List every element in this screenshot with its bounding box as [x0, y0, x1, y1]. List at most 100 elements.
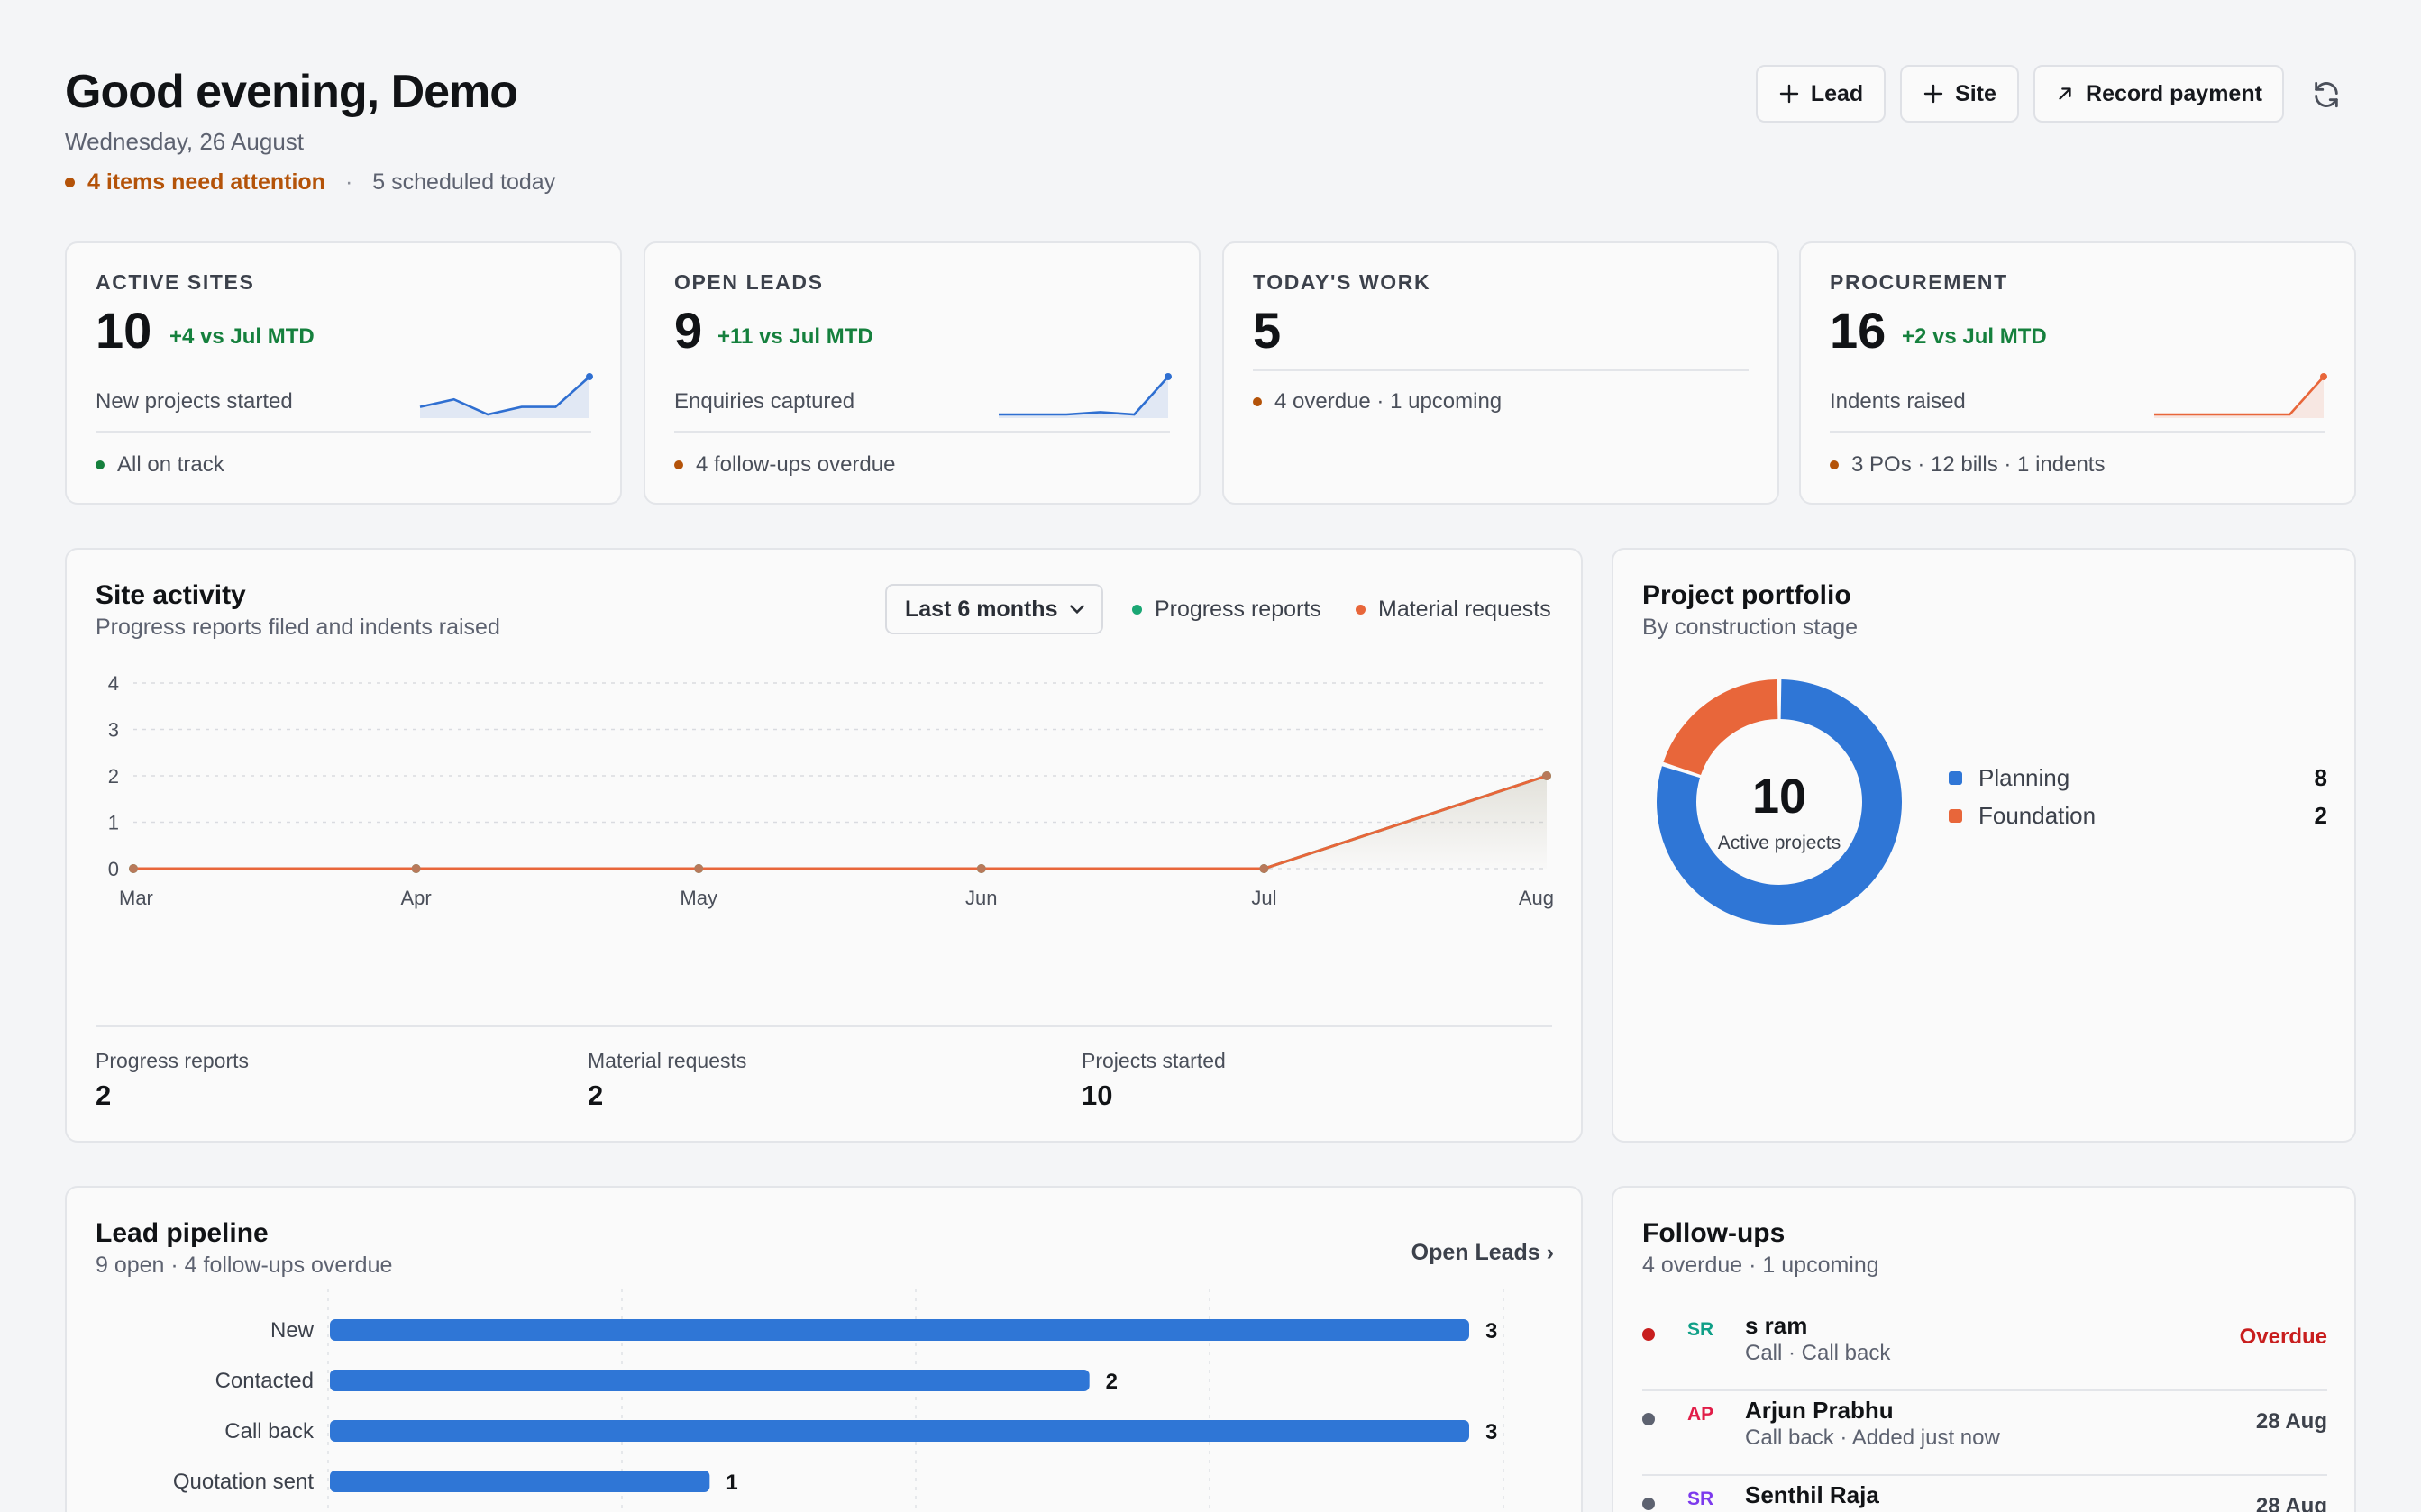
divider	[1830, 431, 2325, 433]
contact-name: s ram	[1745, 1312, 1808, 1339]
kpi-sparkline	[2154, 373, 2327, 418]
legend-dot	[1356, 605, 1366, 615]
kpi-card-open-leads[interactable]: OPEN LEADS 9 +11 vs Jul MTD Enquiries ca…	[644, 241, 1201, 505]
x-tick-label: May	[680, 887, 717, 909]
data-point	[129, 864, 138, 873]
kpi-value: 10	[96, 302, 152, 359]
y-tick-label: 0	[108, 858, 119, 880]
legend-planning: Planning 8	[1949, 764, 2327, 792]
follow-ups-panel: Follow-ups 4 overdue · 1 upcoming SR s ra…	[1612, 1186, 2356, 1512]
page-title: Good evening, Demo	[65, 66, 518, 118]
add-site-button[interactable]: Site	[1900, 65, 2019, 123]
data-point	[1542, 771, 1551, 780]
kpi-subtitle: New projects started	[96, 389, 293, 414]
lead-pipeline-chart: New 3 Contacted 2 Call back 3 Quotation sent 1	[173, 1289, 1504, 1512]
sparkline-line	[419, 376, 590, 416]
follow-up-item[interactable]: SR s ram Call · Call back Overdue	[1642, 1307, 2327, 1391]
legend-material-requests: Material requests	[1356, 597, 1551, 623]
status-dot	[1830, 460, 1839, 469]
sparkline-line	[2154, 376, 2325, 416]
data-point	[411, 864, 421, 873]
kpi-card-active-sites[interactable]: ACTIVE SITES 10 +4 vs Jul MTD New projec…	[65, 241, 622, 505]
panel-subtitle: 4 overdue · 1 upcoming	[1642, 1252, 1879, 1278]
refresh-button[interactable]	[2306, 74, 2347, 115]
kpi-footer-text: 4 follow-ups overdue	[696, 452, 896, 477]
follow-up-item[interactable]: AP Arjun Prabhu Call back · Added just now…	[1642, 1391, 2327, 1476]
stat-label: Progress reports	[96, 1049, 250, 1072]
kpi-label: OPEN LEADS	[674, 270, 824, 294]
kpi-card-todays-work[interactable]: TODAY'S WORK 5 4 overdue · 1 upcoming	[1222, 241, 1779, 505]
panel-title: Follow-ups	[1642, 1218, 1786, 1248]
kpi-footer-text: All on track	[117, 452, 224, 477]
x-tick-label: Mar	[119, 887, 153, 909]
legend-value: 8	[2314, 764, 2327, 791]
status-dot	[96, 460, 105, 469]
divider	[674, 431, 1170, 433]
chevron-down-icon	[1070, 605, 1084, 615]
sparkline-area	[2154, 377, 2324, 418]
y-tick-label: 2	[108, 765, 119, 788]
portfolio-donut-chart: 10 Active projects	[1657, 679, 1902, 925]
x-tick-label: Aug	[1519, 887, 1554, 909]
avatar-initials: SR	[1687, 1489, 1714, 1509]
plus-icon	[1923, 84, 1943, 104]
attention-summary: 4 items need attention · 5 scheduled tod…	[65, 169, 555, 196]
project-portfolio-panel: Project portfolio By construction stage …	[1612, 548, 2356, 1143]
kpi-value: 16	[1830, 302, 1887, 359]
plus-icon	[1779, 84, 1799, 104]
x-tick-label: Jun	[965, 887, 997, 909]
open-leads-link[interactable]: Open Leads ›	[1411, 1240, 1554, 1265]
record-payment-label: Record payment	[2086, 80, 2262, 106]
bar-value-label: 1	[726, 1471, 737, 1495]
bar-category-label: Quotation sent	[173, 1470, 314, 1494]
kpi-sparkline	[999, 373, 1172, 418]
stat-value: 2	[588, 1079, 604, 1111]
legend-label: Material requests	[1378, 597, 1551, 622]
attention-link[interactable]: 4 items need attention	[87, 169, 325, 195]
range-select[interactable]: Last 6 months	[885, 584, 1103, 634]
follow-up-meta: Call back · Added just now	[1745, 1510, 2000, 1512]
status-dot	[1642, 1328, 1655, 1341]
follow-up-status: Overdue	[2239, 1325, 2327, 1349]
sparkline-point	[2320, 373, 2327, 380]
bar-call-back	[330, 1420, 1469, 1442]
legend-swatch	[1949, 771, 1962, 785]
kpi-label: ACTIVE SITES	[96, 270, 255, 294]
stat-label: Material requests	[588, 1049, 747, 1072]
scheduled-count: 5 scheduled today	[372, 169, 556, 195]
follow-up-status: 28 Aug	[2255, 1494, 2327, 1512]
legend-label: Foundation	[1978, 802, 2097, 829]
divider	[96, 1025, 1552, 1027]
arrow-up-right-icon	[2059, 87, 2071, 100]
refresh-icon	[2315, 81, 2338, 108]
site-activity-panel: Site activity Progress reports filed and…	[65, 548, 1583, 1143]
stat-value: 10	[1082, 1079, 1113, 1111]
kpi-card-procurement[interactable]: PROCUREMENT 16 +2 vs Jul MTD Indents rai…	[1799, 241, 2356, 505]
attention-dot	[65, 178, 75, 187]
contact-name: Arjun Prabhu	[1745, 1397, 1894, 1424]
follow-up-item[interactable]: SR Senthil Raja Call back · Added just now…	[1642, 1476, 2327, 1512]
add-lead-button[interactable]: Lead	[1756, 65, 1886, 123]
bar-quotation-sent	[330, 1471, 710, 1492]
status-dot	[1642, 1413, 1655, 1425]
divider	[1642, 1474, 2327, 1476]
series-area	[133, 776, 1547, 869]
bar-category-label: New	[270, 1318, 315, 1343]
y-tick-label: 3	[108, 719, 119, 742]
x-tick-label: Jul	[1251, 887, 1276, 909]
sparkline-point	[1165, 373, 1172, 380]
legend-progress-reports: Progress reports	[1132, 597, 1321, 623]
kpi-footer: 3 POs · 12 bills · 1 indents	[1830, 452, 2105, 478]
range-select-value: Last 6 months	[905, 596, 1058, 622]
add-site-label: Site	[1955, 80, 1996, 106]
kpi-footer-text: 3 POs · 12 bills · 1 indents	[1851, 452, 2106, 477]
record-payment-button[interactable]: Record payment	[2033, 65, 2284, 123]
add-lead-label: Lead	[1810, 80, 1864, 106]
kpi-delta: +4 vs Jul MTD	[169, 324, 315, 349]
legend-foundation: Foundation 2	[1949, 802, 2327, 830]
kpi-label: TODAY'S WORK	[1253, 270, 1431, 294]
data-point	[694, 864, 704, 873]
kpi-subtitle: Indents raised	[1830, 389, 1966, 414]
x-tick-label: Apr	[400, 887, 431, 909]
sparkline-line	[999, 376, 1169, 416]
